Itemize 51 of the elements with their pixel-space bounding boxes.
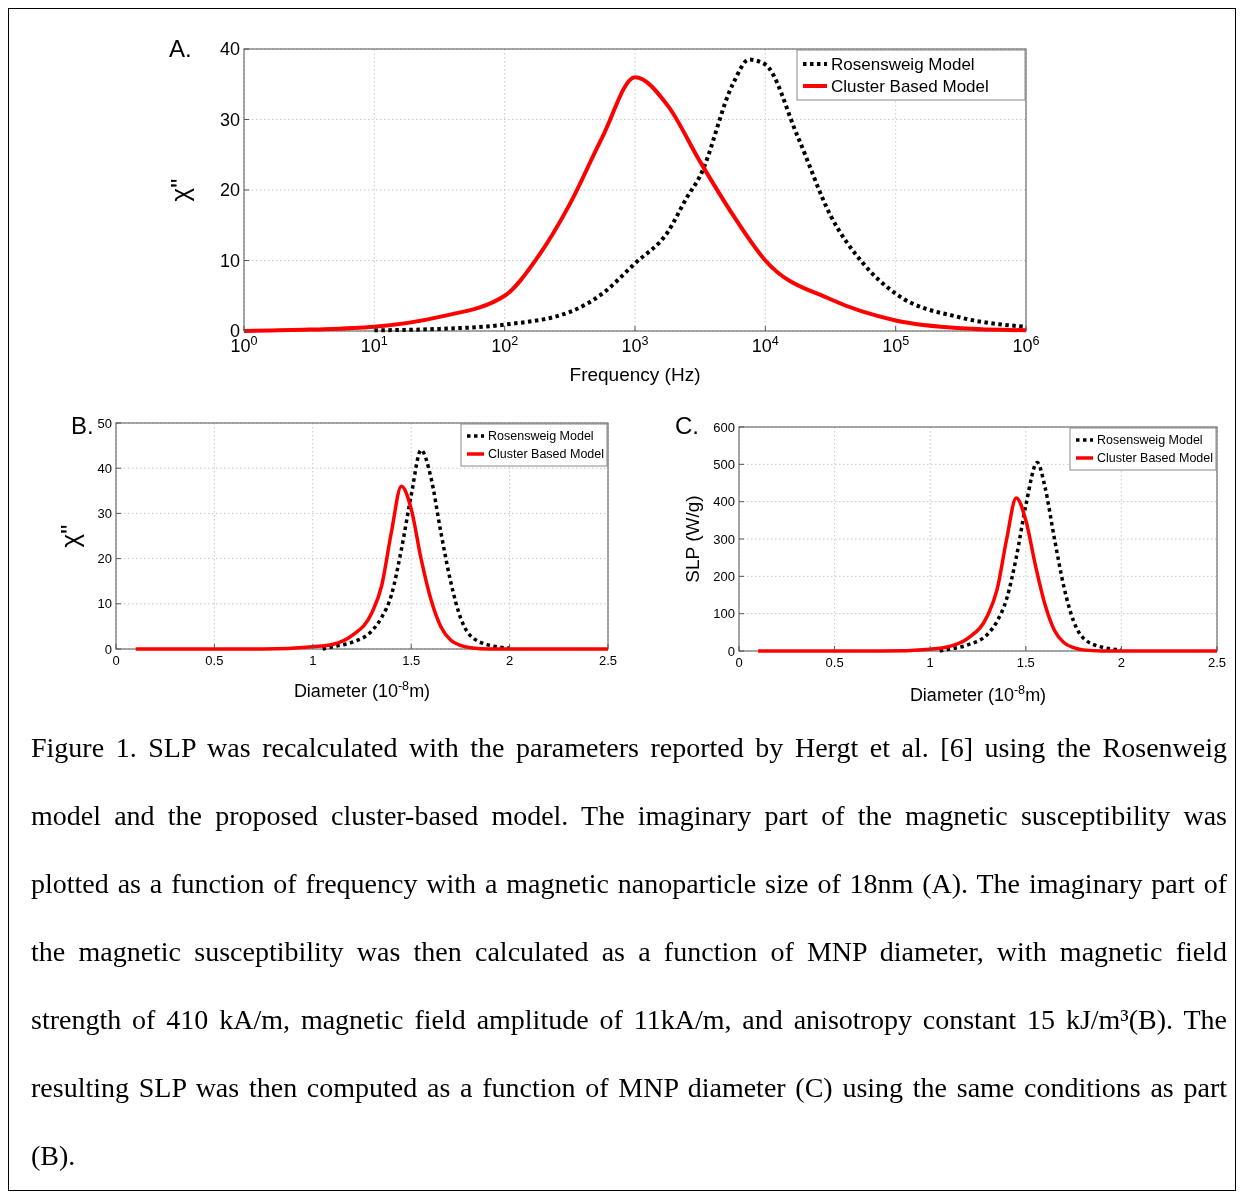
line-series [756,496,1219,653]
y-tick-label: 40 [97,460,112,476]
y-tick-label: 40 [219,39,240,60]
x-tick-label: 1.5 [1016,655,1035,670]
x-axis-title: Diameter (10$^{-8}$m) [909,683,1047,705]
y-tick-label: 600 [713,419,735,435]
text: Figure 1. SLP was recalculated with the parameters reported by Hergt et al. [6] using the Rosenweig model and the proposed cluster-based model. The imaginary part of the magnetic susceptibility was plotted as a function of frequency with a magnetic nanoparticle size of 18nm (A). The imaginary part of the magnetic susceptibility was then calculated as a function of MNP diameter, with magnetic field strength of 410 kA/m, magnetic field amplitude of 11kA/m, and anisotropy constant 15 kJ/m³(B). The resulting SLP was then computed as a function of MNP diameter (C) using the same conditions as part (B). [31,732,1227,1171]
line-series [133,484,610,651]
legend-label: Rosensweig Model [488,429,594,444]
y-tick-label: 0 [104,641,112,657]
x-tick-label: 10$^{5}$ [882,334,910,356]
y-tick-label: 50 [97,415,112,431]
x-tick-label: 0.5 [825,655,844,670]
x-tick-label: 2 [1117,655,1126,670]
y-axis-title: SLP (W/g) [682,495,703,583]
y-tick-label: 500 [713,456,735,472]
x-tick-label: 0.5 [205,653,224,668]
line-series [938,460,1124,653]
x-axis-title: Frequency (Hz) [569,364,701,385]
x-tick-label: 10$^{4}$ [751,334,779,356]
y-tick-label: 20 [97,551,112,567]
y-tick-label: 30 [219,109,240,130]
x-tick-label: 1 [926,655,934,670]
legend-label: Cluster Based Model [488,447,605,462]
x-tick-label: 1 [309,653,317,668]
y-tick-label: 300 [713,531,735,547]
legend-label: Rosensweig Model [831,54,975,74]
y-tick-label: 30 [97,505,112,521]
y-tick-label: 200 [713,568,735,584]
y-tick-label: 10 [219,250,240,271]
chart-title: A. [169,35,192,62]
y-tick-label: 20 [219,180,240,201]
y-tick-label: 100 [713,606,735,622]
legend-label: Cluster Based Model [1097,451,1214,466]
x-tick-label: 1.5 [402,653,421,668]
legend-label: Cluster Based Model [831,76,989,96]
x-tick-label: 2.5 [1207,655,1227,670]
x-tick-label: 10$^{6}$ [1012,334,1040,356]
y-tick-label: 10 [97,596,112,612]
y-tick-label: 400 [713,494,735,510]
x-tick-label: 2.5 [598,653,618,668]
x-axis-title: Diameter (10$^{-8}$m) [293,679,431,701]
chart-title: C. [675,412,699,439]
x-tick-label: 2 [505,653,514,668]
legend-label: Rosensweig Model [1097,433,1203,448]
y-axis-title: χ" [55,524,85,548]
x-tick-label: 10$^{1}$ [360,334,388,356]
x-tick-label: 10$^{3}$ [621,334,649,356]
chart-title: B. [71,412,94,439]
y-axis-title: χ" [165,178,195,202]
x-tick-label: 10$^{2}$ [491,334,519,356]
